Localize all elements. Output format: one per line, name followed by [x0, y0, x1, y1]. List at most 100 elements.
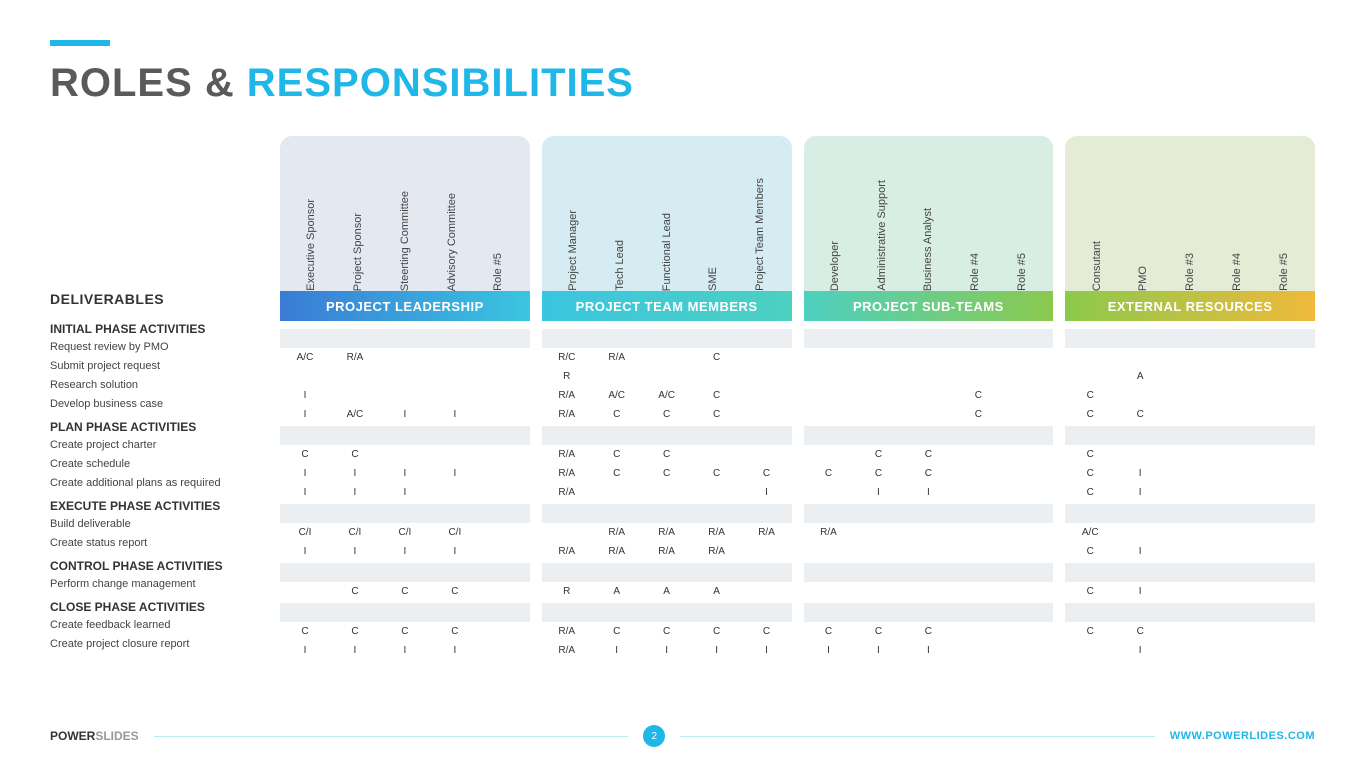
- section-row: [280, 563, 530, 582]
- data-row: A: [1065, 367, 1315, 386]
- cell: R/A: [804, 523, 854, 542]
- cell: C: [280, 622, 330, 641]
- cell: [1115, 426, 1165, 445]
- cell: [480, 542, 530, 561]
- cell: [853, 504, 903, 523]
- cell: [853, 386, 903, 405]
- cell: [642, 348, 692, 367]
- cell: [1003, 582, 1053, 601]
- cell: I: [430, 464, 480, 483]
- footer-line: [680, 736, 1155, 737]
- cell: R/C: [542, 348, 592, 367]
- cell: C: [1115, 622, 1165, 641]
- cell: I: [430, 542, 480, 561]
- phase-header: EXECUTE PHASE ACTIVITIES: [50, 499, 280, 513]
- role-group: Executive SponsorProject SponsorSteertin…: [280, 136, 530, 660]
- data-row: A/C: [1065, 523, 1315, 542]
- cell: [1265, 348, 1315, 367]
- cell: C: [1115, 405, 1165, 424]
- section-row: [280, 329, 530, 348]
- cell: [1265, 622, 1315, 641]
- role-label: Advisory Committee: [446, 185, 458, 291]
- section-row: [1065, 603, 1315, 622]
- cell: [953, 523, 1003, 542]
- role-group: Project ManagerTech LeadFunctional LeadS…: [542, 136, 792, 660]
- data-row: CI: [1065, 464, 1315, 483]
- cell: R/A: [542, 445, 592, 464]
- cell: [380, 426, 430, 445]
- cell: I: [903, 483, 953, 502]
- section-row: [1065, 504, 1315, 523]
- cell: C: [592, 445, 642, 464]
- cell: I: [692, 641, 742, 660]
- cell: [1065, 367, 1115, 386]
- cell: [1165, 542, 1215, 561]
- cell: [1003, 405, 1053, 424]
- cell: [330, 329, 380, 348]
- cell: [1215, 464, 1265, 483]
- cell: R/A: [542, 542, 592, 561]
- section-row: [542, 563, 792, 582]
- activity-label: Create status report: [50, 534, 280, 553]
- data-row: R/AI: [542, 483, 792, 502]
- cell: [1265, 603, 1315, 622]
- cell: A/C: [330, 405, 380, 424]
- data-row: R/ACCCC: [542, 622, 792, 641]
- cell: [380, 348, 430, 367]
- group-header: DeveloperAdministrative SupportBusiness …: [804, 136, 1054, 291]
- cell: [1065, 603, 1115, 622]
- cell: [1265, 641, 1315, 660]
- cell: [1003, 367, 1053, 386]
- cell: [742, 405, 792, 424]
- cell: C: [642, 445, 692, 464]
- cell: [903, 426, 953, 445]
- role-column: Administrative Support: [858, 151, 905, 291]
- cell: C: [1065, 445, 1115, 464]
- cell: [692, 504, 742, 523]
- cell: C: [1065, 483, 1115, 502]
- cell: [742, 426, 792, 445]
- cell: C: [280, 445, 330, 464]
- role-label: Steerting Committee: [399, 183, 411, 291]
- activity-label: Create additional plans as required: [50, 474, 280, 493]
- cell: R/A: [692, 542, 742, 561]
- cell: R: [542, 582, 592, 601]
- cell: [1215, 367, 1265, 386]
- cell: [380, 367, 430, 386]
- cell: C: [853, 445, 903, 464]
- cell: [430, 563, 480, 582]
- phase-header: CONTROL PHASE ACTIVITIES: [50, 559, 280, 573]
- cell: C/I: [430, 523, 480, 542]
- cell: [953, 483, 1003, 502]
- cell: [1215, 504, 1265, 523]
- group-title: EXTERNAL RESOURCES: [1065, 291, 1315, 321]
- cell: [903, 386, 953, 405]
- cell: [742, 445, 792, 464]
- cell: [853, 542, 903, 561]
- cell: I: [380, 405, 430, 424]
- cell: I: [330, 542, 380, 561]
- group-header: ConsutantPMORole #3Role #4Role #5: [1065, 136, 1315, 291]
- cell: [853, 563, 903, 582]
- cell: [1215, 603, 1265, 622]
- cell: A: [1115, 367, 1165, 386]
- cell: C: [330, 445, 380, 464]
- cell: [1065, 641, 1115, 660]
- cell: C: [592, 464, 642, 483]
- cell: [903, 542, 953, 561]
- cell: I: [380, 464, 430, 483]
- cell: [804, 329, 854, 348]
- cell: [1003, 464, 1053, 483]
- left-column: DELIVERABLES INITIAL PHASE ACTIVITIESReq…: [50, 136, 280, 660]
- cell: I: [642, 641, 692, 660]
- cell: I: [330, 641, 380, 660]
- cell: I: [804, 641, 854, 660]
- cell: [742, 367, 792, 386]
- cell: [853, 405, 903, 424]
- cell: [1165, 426, 1215, 445]
- cell: I: [1115, 582, 1165, 601]
- section-row: [542, 426, 792, 445]
- cell: [430, 483, 480, 502]
- cell: [1215, 348, 1265, 367]
- cell: [1003, 622, 1053, 641]
